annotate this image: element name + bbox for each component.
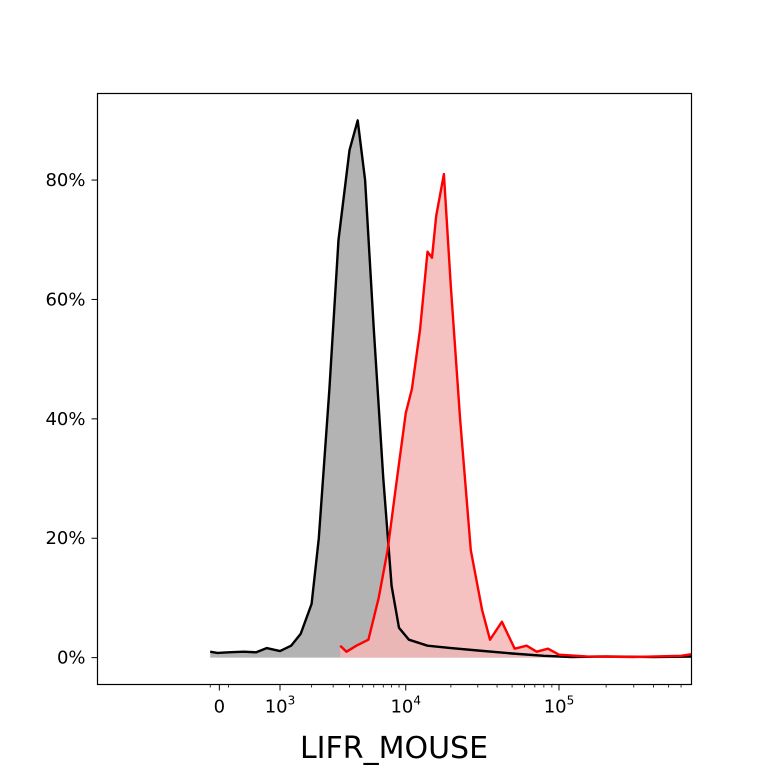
series-layer	[210, 119, 692, 659]
y-tick-label: 60%	[45, 289, 85, 310]
y-axis: 0% 20% 40% 60% 80%	[45, 170, 98, 669]
series-1-fill	[210, 120, 692, 658]
y-tick-label: 40%	[45, 409, 85, 430]
y-tick-label: 20%	[45, 528, 85, 549]
x-tick-label: 105	[544, 694, 575, 718]
x-axis: 0 103 104 105	[209, 684, 682, 718]
y-tick-label: 0%	[57, 648, 86, 669]
x-tick-label: 104	[390, 694, 421, 718]
series-2-line	[339, 172, 692, 659]
x-tick-label: 103	[265, 694, 296, 718]
plot-frame	[96, 92, 693, 686]
series-1-line	[210, 119, 692, 659]
x-axis-label: LIFR_MOUSE	[300, 731, 488, 766]
series-2-fill	[340, 174, 692, 658]
x-tick-label: 0	[214, 697, 225, 718]
y-tick-label: 80%	[45, 170, 85, 191]
